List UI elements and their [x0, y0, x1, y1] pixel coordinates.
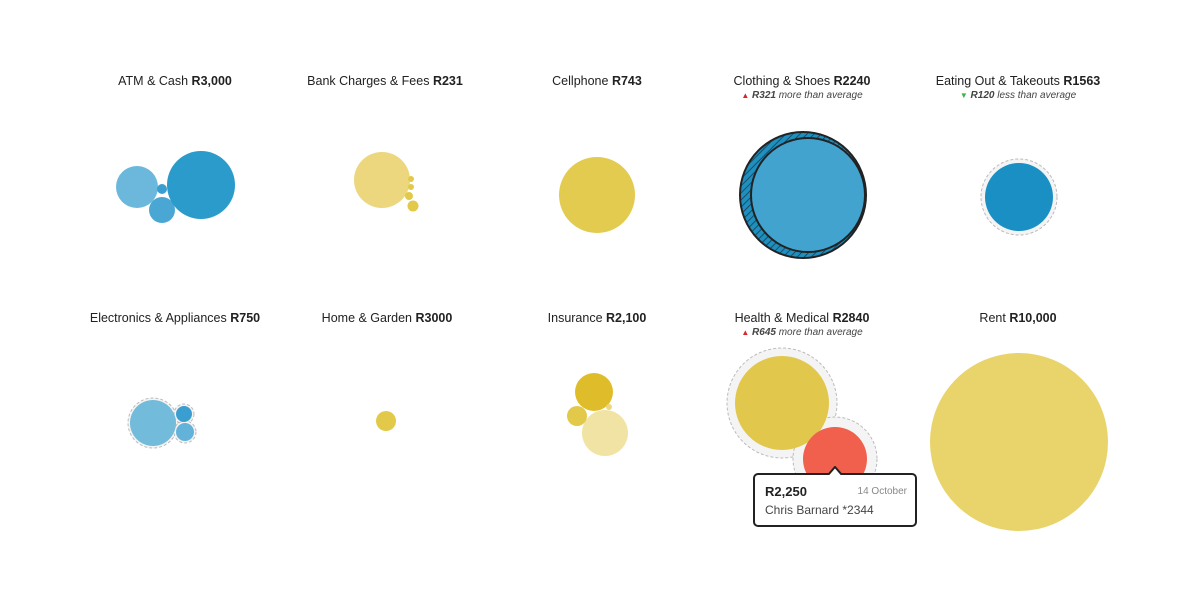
bubbles — [116, 131, 1108, 531]
bubble[interactable] — [405, 192, 413, 200]
category-title: Home & Garden R3000 — [267, 311, 507, 325]
bubble[interactable] — [176, 423, 194, 441]
bubble[interactable] — [157, 184, 167, 194]
category-name: Health & Medical — [734, 311, 830, 325]
category-name: Clothing & Shoes — [733, 74, 831, 88]
tooltip-amount: R2,250 — [765, 484, 807, 499]
bubble[interactable] — [130, 400, 176, 446]
category-title: ATM & Cash R3,000 — [55, 74, 295, 88]
category-total: R2240 — [833, 74, 871, 88]
category-name: ATM & Cash — [118, 74, 189, 88]
category-title: Cellphone R743 — [477, 74, 717, 88]
category-total: R10,000 — [1009, 311, 1057, 325]
bubble[interactable] — [376, 411, 396, 431]
bubble[interactable] — [176, 406, 192, 422]
diff-text: more than average — [778, 90, 863, 101]
trend-down-icon: ▼ — [959, 91, 968, 100]
bubble[interactable] — [149, 197, 175, 223]
category-total: R1563 — [1063, 74, 1101, 88]
category-name: Electronics & Appliances — [89, 311, 227, 325]
category-title: Bank Charges & Fees R231 — [265, 74, 505, 88]
diff-amount: R120 — [970, 90, 995, 101]
category-total: R3000 — [415, 311, 453, 325]
category-title: Health & Medical R2840 ▲ R645 more than a… — [682, 311, 922, 338]
diff-text: less than average — [997, 90, 1077, 101]
category-title: Clothing & Shoes R2240 ▲ R321 more than a… — [682, 74, 922, 101]
bubble[interactable] — [167, 151, 235, 219]
category-name: Insurance — [547, 311, 603, 325]
bubble[interactable] — [582, 410, 628, 456]
average-comparison: ▲ R645 more than average — [682, 327, 922, 338]
category-name: Rent — [979, 311, 1006, 325]
category-total: R743 — [611, 74, 642, 88]
category-total: R231 — [432, 74, 463, 88]
bubble[interactable] — [567, 406, 587, 426]
bubble[interactable] — [407, 200, 419, 212]
diff-text: more than average — [778, 327, 863, 338]
tooltip-arrow — [828, 466, 842, 475]
average-comparison: ▲ R321 more than average — [682, 90, 922, 101]
bubble[interactable] — [575, 373, 613, 411]
tooltip: R2,250 14 October Chris Barnard *2344 — [753, 466, 917, 527]
trend-up-icon: ▲ — [741, 328, 750, 337]
bubble[interactable] — [116, 166, 158, 208]
bubble[interactable] — [750, 137, 866, 253]
bubble[interactable] — [408, 184, 414, 190]
bubble[interactable] — [735, 356, 829, 450]
diff-amount: R645 — [752, 327, 776, 338]
bubble[interactable] — [930, 353, 1108, 531]
bubble[interactable] — [408, 176, 414, 182]
category-total: R3,000 — [191, 74, 232, 88]
average-comparison: ▼ R120 less than average — [898, 90, 1138, 101]
category-title: Rent R10,000 — [898, 311, 1138, 325]
category-title: Eating Out & Takeouts R1563 ▼ R120 less t… — [898, 74, 1138, 101]
bubble[interactable] — [606, 404, 612, 410]
tooltip-date: 14 October — [857, 486, 907, 497]
tooltip-merchant: Chris Barnard *2344 — [765, 503, 874, 517]
category-total: R750 — [230, 311, 261, 325]
category-name: Bank Charges & Fees — [307, 74, 430, 88]
category-name: Eating Out & Takeouts — [935, 74, 1060, 88]
category-title: Insurance R2,100 — [477, 311, 717, 325]
bubble[interactable] — [354, 152, 410, 208]
bubble[interactable] — [559, 157, 635, 233]
category-title: Electronics & Appliances R750 — [55, 311, 295, 325]
category-name: Home & Garden — [321, 311, 412, 325]
bubble[interactable] — [985, 163, 1053, 231]
category-total: R2,100 — [606, 311, 647, 325]
category-total: R2840 — [832, 311, 870, 325]
trend-up-icon: ▲ — [741, 91, 750, 100]
category-name: Cellphone — [552, 74, 609, 88]
diff-amount: R321 — [752, 90, 776, 101]
